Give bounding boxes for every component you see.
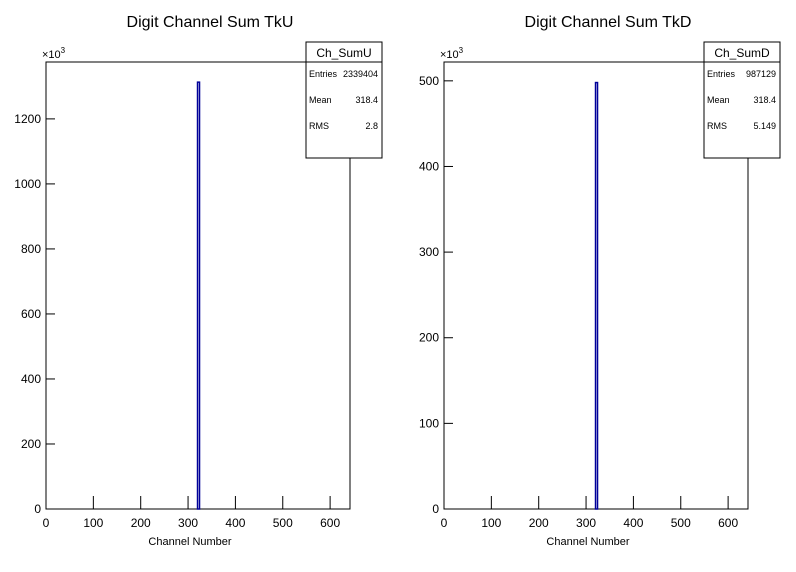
y-tick-label: 100 xyxy=(419,416,439,430)
stats-label: Entries xyxy=(707,69,736,79)
x-tick-label: 0 xyxy=(43,516,50,530)
stats-title: Ch_SumD xyxy=(714,46,770,60)
stats-label: Entries xyxy=(309,69,338,79)
chart-title: Digit Channel Sum TkD xyxy=(525,14,692,31)
y-tick-label: 200 xyxy=(21,437,41,451)
histogram-bar xyxy=(196,81,201,510)
y-multiplier-base: ×10 xyxy=(42,49,61,61)
stats-title: Ch_SumU xyxy=(316,46,371,60)
y-multiplier: ×103 xyxy=(42,46,66,61)
y-tick-label: 0 xyxy=(432,502,439,516)
x-tick-label: 500 xyxy=(273,516,293,530)
stats-value: 5.149 xyxy=(753,121,776,131)
y-tick-label: 200 xyxy=(419,331,439,345)
chart-title: Digit Channel Sum TkU xyxy=(127,14,294,31)
y-tick-label: 300 xyxy=(419,245,439,259)
x-tick-label: 600 xyxy=(718,516,738,530)
histogram-bar xyxy=(594,81,599,510)
x-tick-label: 100 xyxy=(481,516,501,530)
x-tick-label: 100 xyxy=(83,516,103,530)
y-multiplier-base: ×10 xyxy=(440,49,459,61)
x-tick-label: 0 xyxy=(441,516,448,530)
y-tick-label: 1000 xyxy=(14,177,41,191)
stats-value: 2339404 xyxy=(343,69,378,79)
y-multiplier-exponent: 3 xyxy=(61,46,66,55)
x-tick-label: 300 xyxy=(178,516,198,530)
y-tick-label: 0 xyxy=(34,502,41,516)
x-tick-label: 400 xyxy=(225,516,245,530)
stats-label: RMS xyxy=(707,121,727,131)
x-axis-label: Channel Number xyxy=(148,536,231,548)
y-multiplier: ×103 xyxy=(440,46,464,61)
x-tick-label: 200 xyxy=(529,516,549,530)
stats-label: Mean xyxy=(707,95,730,105)
x-tick-label: 200 xyxy=(131,516,151,530)
stats-value: 318.4 xyxy=(355,95,378,105)
stats-box xyxy=(305,41,383,159)
x-tick-label: 400 xyxy=(623,516,643,530)
y-multiplier-exponent: 3 xyxy=(459,46,464,55)
x-tick-label: 300 xyxy=(576,516,596,530)
y-tick-label: 1200 xyxy=(14,112,41,126)
stats-box xyxy=(703,41,781,159)
stats-value: 2.8 xyxy=(365,121,378,131)
y-tick-label: 400 xyxy=(21,372,41,386)
y-tick-label: 600 xyxy=(21,307,41,321)
x-tick-label: 600 xyxy=(320,516,340,530)
y-tick-label: 500 xyxy=(419,74,439,88)
x-tick-label: 500 xyxy=(671,516,691,530)
stats-value: 987129 xyxy=(746,69,776,79)
x-axis-label: Channel Number xyxy=(546,536,629,548)
y-tick-label: 800 xyxy=(21,242,41,256)
y-tick-label: 400 xyxy=(419,159,439,173)
stats-label: Mean xyxy=(309,95,332,105)
stats-label: RMS xyxy=(309,121,329,131)
stats-value: 318.4 xyxy=(753,95,776,105)
